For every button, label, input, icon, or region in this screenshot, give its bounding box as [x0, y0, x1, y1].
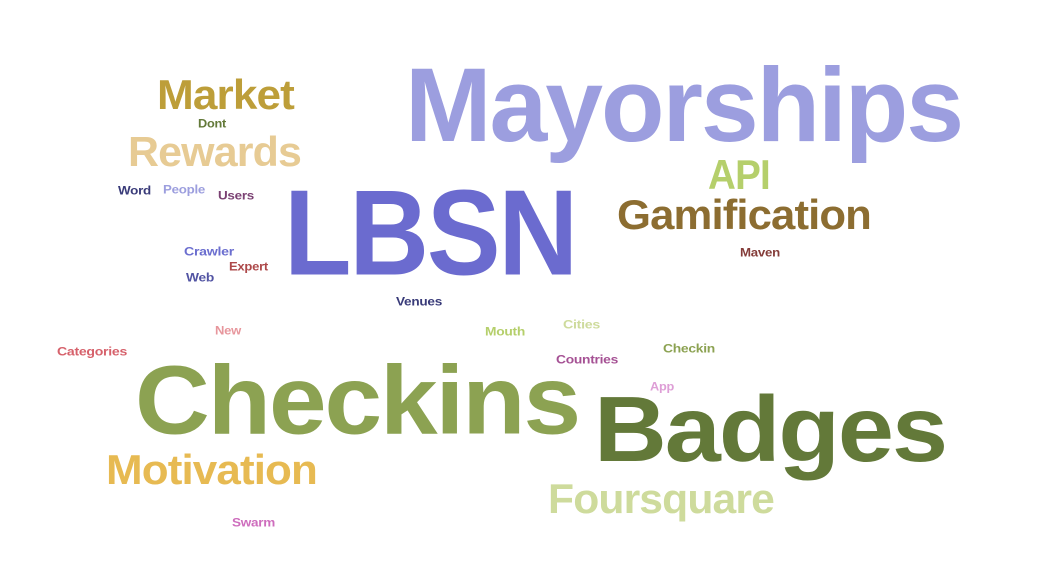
word-badges: Badges: [594, 377, 948, 482]
word-market: Market: [157, 71, 295, 119]
word-new: New: [215, 324, 241, 338]
word-cities: Cities: [563, 318, 600, 332]
word-swarm: Swarm: [232, 516, 275, 530]
word-crawler: Crawler: [184, 245, 234, 259]
word-lbsn: LBSN: [284, 164, 578, 302]
word-users: Users: [218, 189, 255, 203]
word-expert: Expert: [229, 260, 269, 274]
word-maven: Maven: [740, 246, 780, 260]
word-motivation: Motivation: [106, 446, 318, 494]
word-venues: Venues: [396, 295, 443, 309]
word-checkin: Checkin: [663, 342, 716, 356]
word-mouth: Mouth: [485, 325, 526, 339]
word-countries: Countries: [556, 353, 619, 367]
word-foursquare: Foursquare: [548, 475, 775, 523]
word-web: Web: [186, 271, 214, 285]
word-gamification: Gamification: [617, 191, 872, 239]
word-dont: Dont: [198, 117, 227, 131]
word-rewards: Rewards: [128, 128, 302, 176]
word-mayorships: Mayorships: [405, 46, 964, 164]
word-categories: Categories: [57, 345, 127, 359]
word-people: People: [163, 183, 206, 197]
word-checkins: Checkins: [135, 346, 581, 455]
word-api: API: [708, 151, 771, 199]
word-app: App: [650, 380, 675, 394]
word-word: Word: [118, 184, 152, 198]
